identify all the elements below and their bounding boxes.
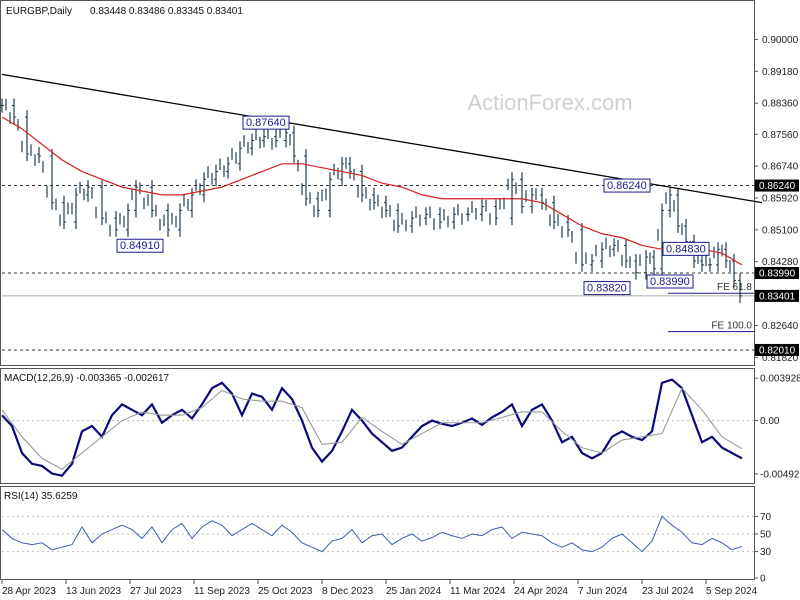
- price-annotation-label: 0.84830: [666, 243, 706, 255]
- price-tag: [755, 343, 799, 356]
- macd-tick-label: 0.00: [760, 416, 780, 427]
- watermark: ActionForex.com: [467, 90, 632, 115]
- rsi-pane: [0, 486, 755, 580]
- price-pane: [0, 0, 755, 366]
- x-tick-label: 25 Oct 2023: [258, 586, 313, 597]
- x-tick-label: 8 Dec 2023: [322, 586, 374, 597]
- macd-axis: 0.003928 0.00 -0.004929: [754, 374, 800, 480]
- x-tick-label: 7 Jun 2024: [578, 586, 628, 597]
- price-tick-label: 0.88360: [762, 99, 799, 110]
- x-tick-label: 25 Jan 2024: [386, 586, 441, 597]
- price-tag: [755, 267, 799, 280]
- rsi-tick-label: 30: [760, 547, 772, 558]
- x-tick-label: 24 Apr 2024: [514, 586, 568, 597]
- price-tick-label: 0.84280: [762, 257, 799, 268]
- macd-series: [1, 378, 754, 477]
- price-annotation-box: [662, 241, 710, 256]
- price-tick-label: 0.81820: [762, 353, 799, 364]
- x-tick-label: 28 Apr 2023: [2, 586, 56, 597]
- price-annotation-box: [646, 274, 694, 289]
- price-annotation-label: 0.83990: [650, 276, 690, 288]
- price-annotation-label: 0.87640: [246, 117, 286, 129]
- x-tick-label: 5 Sep 2024: [706, 586, 758, 597]
- price-annotation-box: [583, 281, 631, 296]
- price-tag: [755, 289, 799, 302]
- price-levels: [2, 185, 754, 351]
- x-axis: 28 Apr 2023 13 Jun 2023 27 Jul 2023 11 Sep …: [1, 580, 758, 597]
- price-annotation-box: [242, 115, 290, 130]
- fib-level-label: FE 100.0: [711, 321, 752, 332]
- macd-line: [1, 378, 743, 477]
- price-tick-label: 0.82640: [762, 321, 799, 332]
- x-tick-label: 11 Mar 2024: [450, 586, 506, 597]
- price-annotation-label: 0.83820: [587, 283, 627, 295]
- price-tag-label: 0.83401: [759, 291, 796, 302]
- price-tick-label: 0.85100: [762, 225, 799, 236]
- price-tick-label: 0.87560: [762, 130, 799, 141]
- x-tick-label: 23 Jul 2024: [642, 586, 694, 597]
- signal-line: [1, 387, 743, 470]
- price-tick-label: 0.85920: [762, 193, 799, 204]
- price-tag-label: 0.82010: [759, 345, 796, 356]
- macd-tick-label: 0.003928: [760, 374, 800, 385]
- moving-average-line: [1, 116, 743, 266]
- macd-tick-label: -0.004929: [760, 469, 800, 480]
- x-tick-label: 11 Sep 2023: [194, 586, 250, 597]
- price-tag-label: 0.86240: [759, 181, 796, 192]
- price-annotation-label: 0.86240: [607, 180, 647, 192]
- price-axis: 0.90000 0.89180 0.88360 0.87560 0.86740 0.859…: [754, 35, 799, 364]
- symbol-label: EURGBP,Daily: [6, 6, 72, 17]
- price-tag: [755, 179, 799, 192]
- price-annotation-box: [603, 178, 651, 193]
- price-tick-label: 0.89180: [762, 67, 799, 78]
- rsi-axis: 70 50 30 0: [754, 512, 772, 585]
- x-tick-label: 27 Jul 2023: [130, 586, 182, 597]
- macd-pane: [0, 368, 755, 484]
- rsi-line: [1, 515, 743, 553]
- price-tick-label: 0.90000: [762, 35, 799, 46]
- rsi-label: RSI(14) 35.6259: [4, 491, 78, 502]
- price-tick-label: 0.86740: [762, 162, 799, 173]
- rsi-tick-label: 50: [760, 530, 772, 541]
- fib-level-label: FE 61.8: [717, 282, 752, 293]
- price-tag-label: 0.83990: [759, 269, 796, 280]
- rsi-tick-label: 70: [760, 512, 772, 523]
- price-annotation-box: [116, 238, 164, 253]
- macd-label: MACD(12,26,9) -0.003365 -0.002617: [4, 373, 170, 384]
- price-annotation-label: 0.84910: [120, 240, 160, 252]
- rsi-tick-label: 0: [760, 574, 766, 585]
- rsi-series: [1, 515, 754, 553]
- x-tick-label: 13 Jun 2023: [66, 586, 121, 597]
- ohlc-readout: 0.83448 0.83486 0.83345 0.83401: [90, 6, 243, 17]
- price-annotations: 0.87640 0.84910 0.86240 0.84830 0.83820 0.839…: [116, 115, 754, 333]
